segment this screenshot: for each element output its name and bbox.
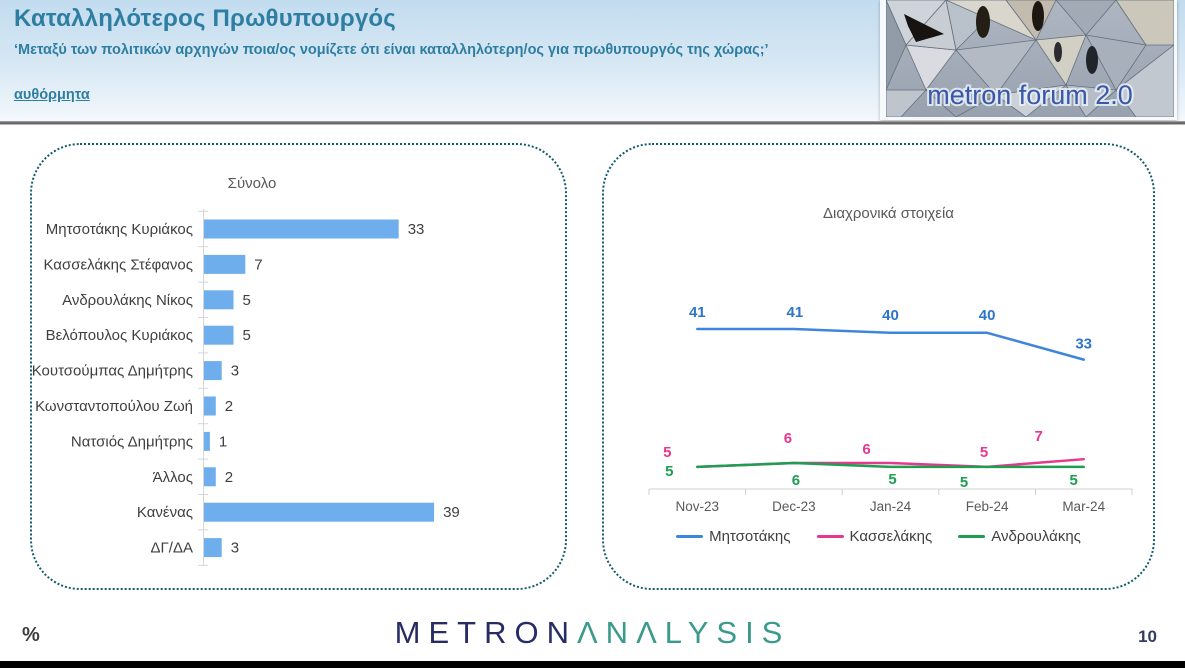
series-line-2 [696, 461, 1085, 469]
data-label: 5 [665, 463, 673, 480]
trend-panel: Διαχρονικά στοιχεία Nov-23 Dec-23 Jan-24 Fe… [602, 143, 1155, 590]
bar-category-label: Κωνσταντοπούλου Ζωή [35, 398, 193, 415]
line-chart-title: Διαχρονικά στοιχεία [823, 205, 954, 222]
bar-category-label: Άλλος [153, 469, 193, 486]
data-label: 5 [663, 444, 671, 461]
survey-question: ‘Μεταξύ των πολιτικών αρχηγών ποια/ος νο… [14, 42, 769, 58]
brand-metron: METRON [394, 615, 577, 650]
data-label: 41 [787, 304, 804, 321]
bar [204, 467, 216, 487]
bar-category-label: Βελόπουλος Κυριάκος [46, 327, 193, 344]
bar [204, 254, 246, 274]
bar [204, 431, 210, 451]
data-label: 41 [689, 304, 706, 321]
bar-value-label: 3 [231, 363, 239, 380]
bar-category-label: ΔΓ/ΔΑ [151, 540, 193, 557]
legend-label: Ανδρουλάκης [991, 528, 1081, 545]
bar-value-label: 33 [408, 221, 425, 238]
bar-category-label: Νατσιός Δημήτρης [71, 433, 193, 450]
bar-category-label: Ανδρουλάκης Νίκος [62, 292, 193, 309]
bar [204, 290, 234, 310]
x-axis-label: Feb-24 [966, 499, 1009, 514]
metron-forum-logo: metron forum 2.0 [880, 0, 1177, 120]
bar [204, 219, 399, 239]
bar-category-label: Μητσοτάκης Κυριάκος [46, 221, 193, 238]
bar-value-label: 2 [225, 469, 233, 486]
series-line-0 [696, 327, 1085, 361]
data-label: 33 [1075, 336, 1092, 353]
data-label: 5 [1070, 472, 1078, 489]
legend-label: Μητσοτάκης [709, 528, 791, 545]
logo-mosaic: metron forum 2.0 [886, 0, 1174, 117]
logo-text: metron forum 2.0 [927, 80, 1133, 110]
bar-value-label: 2 [225, 398, 233, 415]
header: Καταλληλότερος Πρωθυπουργός ‘Μεταξύ των … [0, 0, 1185, 121]
method-note: αυθόρμητα [14, 87, 90, 103]
legend-dash [816, 535, 844, 538]
metron-analysis-logo: METRONΛΝΛLYSIS [0, 615, 1185, 651]
data-label: 6 [862, 441, 870, 458]
data-label: 6 [784, 430, 792, 447]
x-axis-label: Dec-23 [772, 499, 816, 514]
bar [204, 538, 222, 558]
bar [204, 325, 234, 345]
bar-value-label: 7 [254, 256, 262, 273]
people-silhouettes [904, 1, 1098, 74]
page-number: 10 [1138, 627, 1157, 646]
total-panel: Σύνολο Μητσοτάκης Κυριάκος 33 Κασσελάκης Σ… [30, 143, 567, 590]
bar-value-label: 39 [443, 504, 460, 521]
bar-value-label: 3 [231, 540, 239, 557]
legend-item-1: Κασσελάκης [816, 528, 933, 545]
header-divider [0, 121, 1185, 125]
legend-item-2: Ανδρουλάκης [958, 528, 1081, 545]
data-label: 40 [882, 307, 899, 324]
bar-category-label: Κουτσούμπας Δημήτρης [32, 363, 193, 380]
legend-dash [676, 535, 704, 538]
bar [204, 502, 435, 522]
legend: Μητσοτάκης Κασσελάκης Ανδρουλάκης [604, 528, 1153, 545]
bar-category-label: Κανένας [137, 504, 193, 521]
legend-item-0: Μητσοτάκης [676, 528, 791, 545]
page-title: Καταλληλότερος Πρωθυπουργός [14, 5, 396, 32]
legend-label: Κασσελάκης [849, 528, 933, 545]
x-axis-label: Jan-24 [870, 499, 912, 514]
bar-value-label: 5 [243, 292, 251, 309]
data-label: 5 [888, 471, 896, 488]
data-label: 6 [792, 472, 800, 489]
trend-line-chart: Nov-23 Dec-23 Jan-24 Feb-24 Mar-24 41 41 40 40 33… [648, 304, 1133, 514]
data-label: 40 [979, 307, 996, 324]
bar [204, 361, 222, 381]
data-label: 5 [960, 474, 968, 491]
bar-value-label: 5 [243, 327, 251, 344]
x-axis-label: Nov-23 [676, 499, 720, 514]
percent-unit-label: % [22, 624, 40, 646]
bar-value-label: 1 [219, 433, 227, 450]
bar [204, 396, 216, 416]
brand-analysis: ΛΝΛLYSIS [576, 615, 791, 650]
bar-chart-title: Σύνολο [227, 175, 277, 192]
bar-category-label: Κασσελάκης Στέφανος [43, 256, 193, 273]
data-label: 5 [980, 444, 988, 461]
data-label: 7 [1035, 428, 1043, 445]
x-axis-label: Mar-24 [1062, 499, 1105, 514]
legend-dash [958, 535, 986, 538]
bottom-bar [0, 661, 1185, 668]
